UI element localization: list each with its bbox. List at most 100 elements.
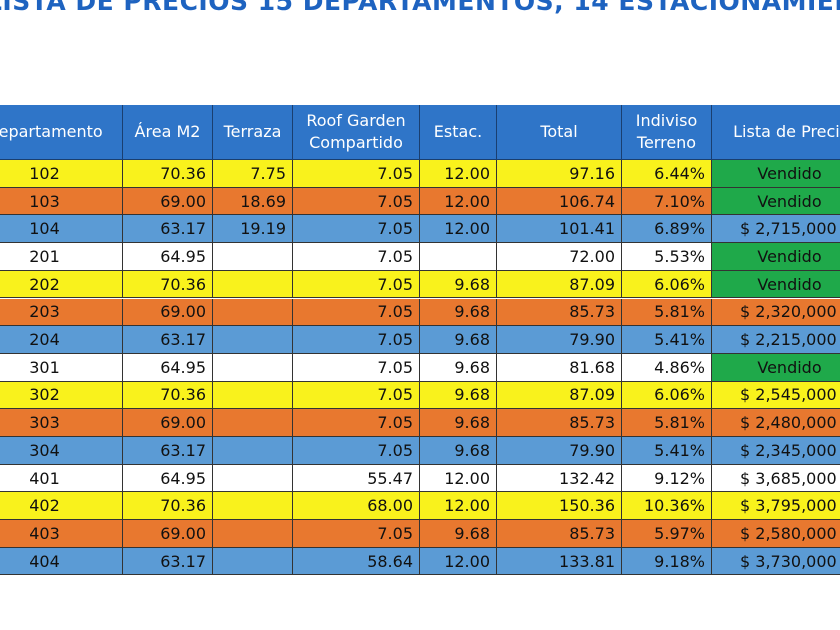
table-cell: 7.05 [293,409,420,437]
table-cell: 9.68 [420,409,497,437]
table-cell: 9.68 [420,437,497,465]
table-cell: 106.74 [497,187,622,216]
table-cell: 70.36 [123,381,213,410]
table-cell: 81.68 [497,353,622,382]
table-cell: 64.95 [123,464,213,493]
table-cell: 5.97% [622,520,712,548]
table-cell: 203 [0,298,123,327]
table-cell: 68.00 [293,492,420,521]
table-cell: 10.36% [622,492,712,521]
table-cell: 133.81 [497,547,622,576]
table-cell: 63.17 [123,547,213,576]
table-cell: 79.90 [497,437,622,465]
table-cell: 69.00 [123,520,213,548]
table-cell: 9.68 [420,520,497,548]
table-cell [213,437,293,465]
table-cell: 5.41% [622,326,712,354]
table-cell: 7.05 [293,270,420,299]
table-cell: 303 [0,409,123,437]
table-cell: 55.47 [293,464,420,493]
table-cell: 70.36 [123,270,213,299]
table-cell: 204 [0,326,123,354]
table-cell: 12.00 [420,160,497,188]
table-cell: 97.16 [497,160,622,188]
table-cell: 12.00 [420,187,497,216]
table-cell: 12.00 [420,464,497,493]
table-cell: 9.68 [420,270,497,299]
table-cell: 5.53% [622,243,712,271]
table-cell: 6.06% [622,381,712,410]
table-cell: 304 [0,437,123,465]
table-cell: 132.42 [497,464,622,493]
table-cell: 58.64 [293,547,420,576]
table-cell: $ 2,480,000 [712,409,840,437]
table-cell: 85.73 [497,298,622,327]
table-cell: Vendido [712,270,840,299]
table-cell: 7.05 [293,187,420,216]
table-cell: 101.41 [497,215,622,244]
table-cell: 4.86% [622,353,712,382]
table-cell: $ 2,580,000 [712,520,840,548]
table-cell: 64.95 [123,353,213,382]
table-cell: Vendido [712,160,840,188]
column-header: Estac. [420,105,497,160]
table-cell: $ 3,730,000 [712,547,840,576]
table-cell: 9.12% [622,464,712,493]
table-cell: 104 [0,215,123,244]
table-cell [213,326,293,354]
table-cell: 72.00 [497,243,622,271]
table-cell: 5.81% [622,298,712,327]
column-header: Área M2 [123,105,213,160]
table-cell: 9.68 [420,298,497,327]
table-cell [420,243,497,271]
table-cell: 63.17 [123,215,213,244]
table-cell: 64.95 [123,243,213,271]
table-cell: 5.41% [622,437,712,465]
table-cell: $ 3,795,000 [712,492,840,521]
table-cell: 9.68 [420,353,497,382]
table-cell: 7.05 [293,215,420,244]
table-cell: 302 [0,381,123,410]
table-cell [213,492,293,521]
column-header: Indiviso Terreno [622,105,712,160]
table-cell: 7.05 [293,381,420,410]
column-header: Departamento [0,105,123,160]
column-header: Roof Garden Compartido [293,105,420,160]
table-cell: 150.36 [497,492,622,521]
table-cell: 9.18% [622,547,712,576]
table-cell: $ 2,715,000 [712,215,840,244]
table-cell: 7.10% [622,187,712,216]
table-cell [213,547,293,576]
table-cell [213,520,293,548]
table-cell: 402 [0,492,123,521]
table-cell: 63.17 [123,326,213,354]
table-cell: 87.09 [497,270,622,299]
table-cell: 102 [0,160,123,188]
table-cell: 70.36 [123,160,213,188]
table-cell: 103 [0,187,123,216]
table-cell: 19.19 [213,215,293,244]
table-cell: 6.06% [622,270,712,299]
table-cell: $ 3,685,000 [712,464,840,493]
table-cell: 7.05 [293,437,420,465]
table-cell [213,243,293,271]
table-cell: 201 [0,243,123,271]
table-cell: 202 [0,270,123,299]
table-cell: 12.00 [420,492,497,521]
table-cell: Vendido [712,353,840,382]
column-header: Terraza [213,105,293,160]
table-cell: 12.00 [420,547,497,576]
table-cell: 7.05 [293,520,420,548]
table-cell [213,381,293,410]
table-cell: 87.09 [497,381,622,410]
table-cell: 63.17 [123,437,213,465]
table-cell: $ 2,545,000 [712,381,840,410]
table-cell: 401 [0,464,123,493]
table-cell: 79.90 [497,326,622,354]
column-header: Lista de Precios [712,105,840,160]
table-cell: $ 2,320,000 [712,298,840,327]
table-cell [213,464,293,493]
table-cell: 403 [0,520,123,548]
table-cell: Vendido [712,187,840,216]
